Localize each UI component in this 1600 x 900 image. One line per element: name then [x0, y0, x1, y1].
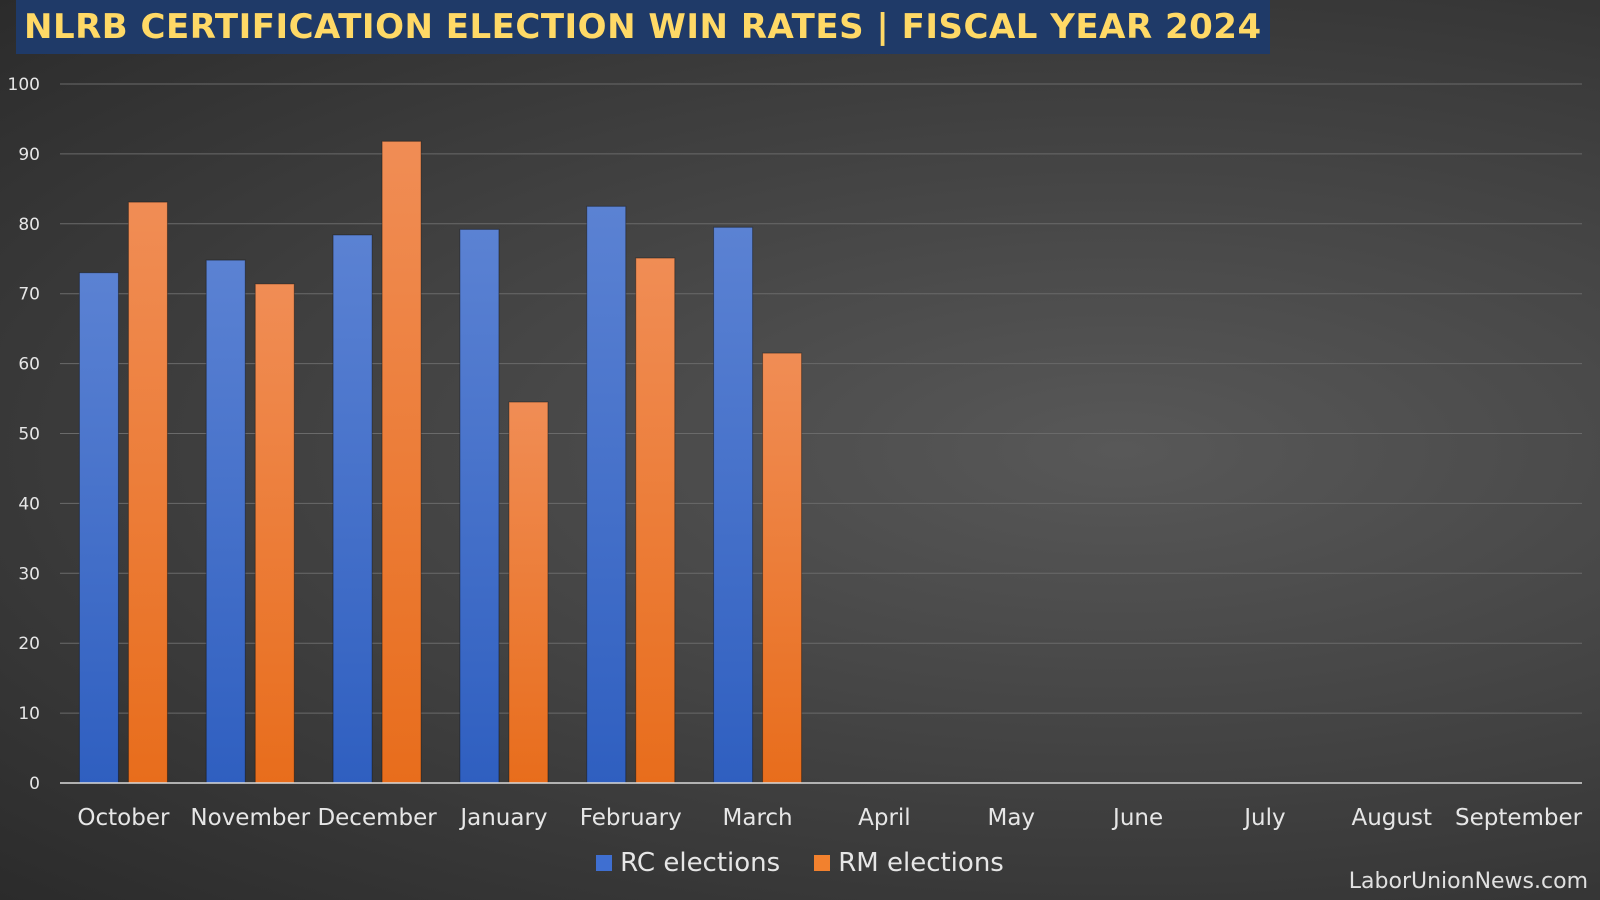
y-tick-label: 80 — [18, 215, 40, 235]
x-tick-label: October — [77, 805, 170, 831]
axes: 0 10 20 30 40 50 60 70 80 90 100 October November Dec… — [8, 75, 1583, 831]
bar-rc — [586, 205, 627, 784]
bar-rm — [254, 283, 295, 784]
gridlines — [60, 83, 1582, 714]
bar-rc — [78, 272, 119, 784]
y-tick-label: 0 — [29, 774, 40, 794]
y-tick-label: 90 — [18, 145, 40, 165]
legend-item-rm: RM elections — [814, 848, 1004, 878]
x-tick-label: December — [317, 805, 437, 831]
bar-rm — [381, 140, 422, 784]
y-tick-label: 100 — [8, 75, 40, 95]
bars — [78, 140, 803, 784]
bar-rm — [508, 401, 549, 784]
x-tick-label: July — [1242, 805, 1285, 831]
x-tick-label: March — [723, 805, 793, 831]
y-tick-label: 20 — [18, 634, 40, 654]
y-tick-label: 10 — [18, 704, 40, 724]
x-tick-label: April — [858, 805, 911, 831]
bar-rc — [459, 228, 500, 784]
bar-rc — [205, 259, 246, 784]
y-tick-label: 70 — [18, 285, 40, 305]
chart-title-box: NLRB CERTIFICATION ELECTION WIN RATES | … — [16, 0, 1270, 54]
legend-item-rc: RC elections — [596, 848, 780, 878]
x-tick-label: August — [1352, 805, 1433, 831]
legend-label-rm: RM elections — [838, 848, 1004, 878]
bar-rm — [127, 201, 168, 784]
x-tick-label: May — [987, 805, 1035, 831]
source-label: LaborUnionNews.com — [1348, 869, 1588, 894]
legend-swatch-rc — [596, 855, 613, 871]
y-tick-label: 30 — [18, 564, 40, 584]
bar-rc — [332, 234, 373, 784]
bar-rm — [762, 352, 803, 784]
legend: RC elections RM elections — [0, 848, 1600, 878]
y-tick-label: 40 — [18, 494, 40, 514]
x-tick-label: January — [458, 805, 547, 831]
x-tick-label: September — [1455, 805, 1583, 831]
bar-rm — [635, 257, 676, 784]
x-tick-label: February — [580, 805, 682, 831]
x-tick-label: November — [190, 805, 310, 831]
bar-rc — [713, 226, 754, 784]
legend-swatch-rm — [814, 855, 831, 871]
x-tick-label: June — [1111, 805, 1163, 831]
chart-title: NLRB CERTIFICATION ELECTION WIN RATES | … — [24, 7, 1262, 47]
legend-label-rc: RC elections — [620, 848, 781, 878]
y-tick-label: 60 — [18, 355, 40, 375]
y-tick-label: 50 — [18, 425, 40, 445]
